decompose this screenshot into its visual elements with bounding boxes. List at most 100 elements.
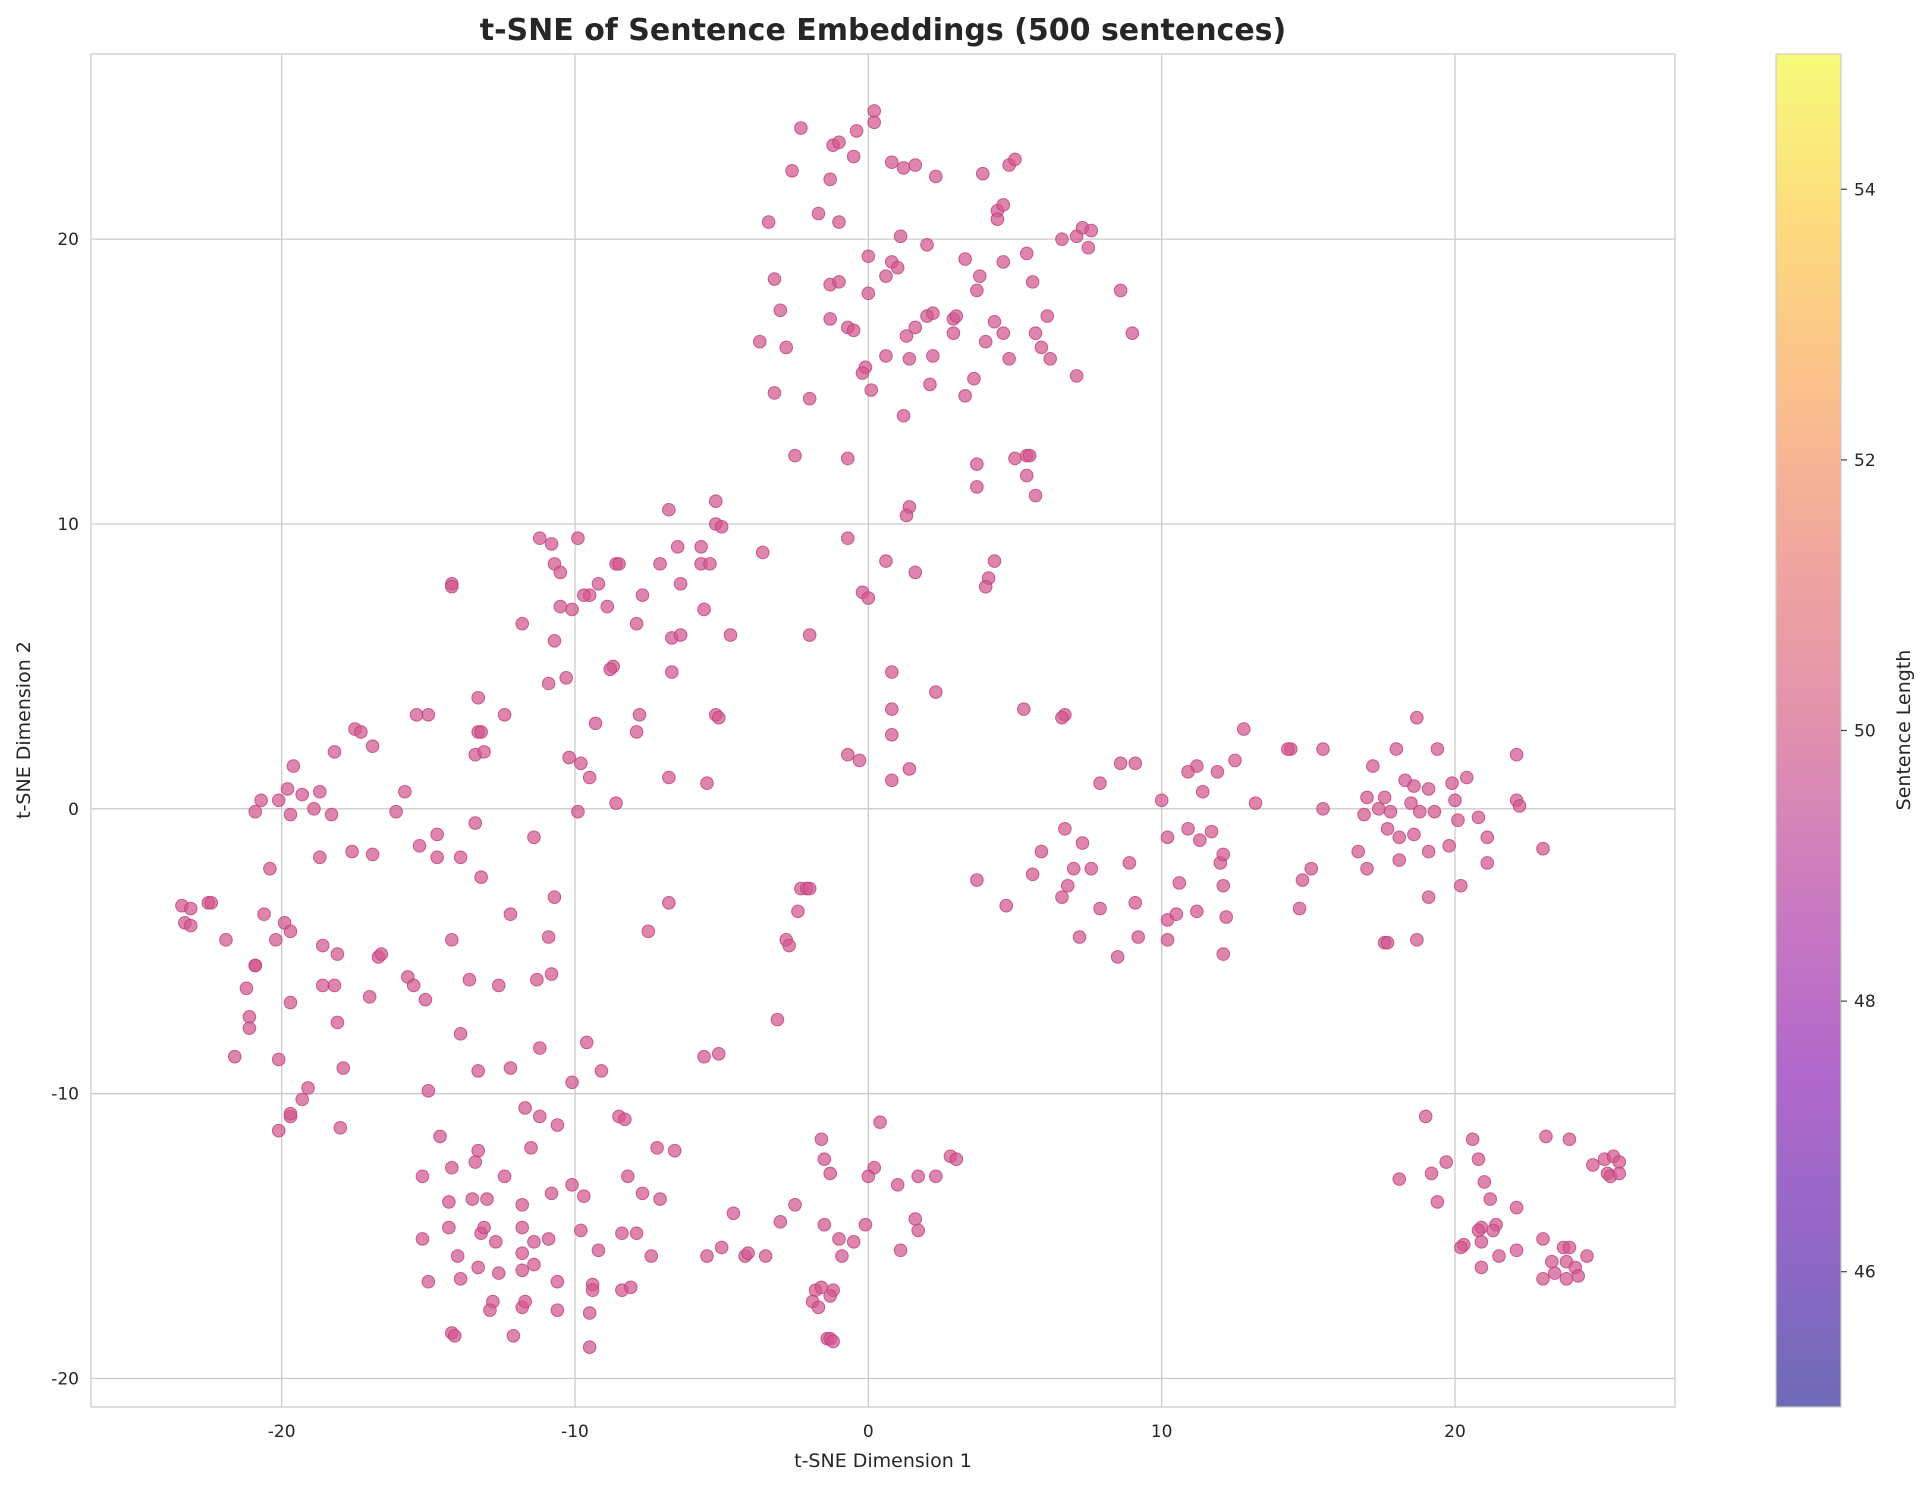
data-point [541,676,556,691]
data-point [1536,841,1550,856]
x-tick-labels: -20 -10 0 10 20 [268,1422,1466,1442]
data-point [1008,152,1022,167]
data-point [1562,1240,1577,1255]
data-point [1160,830,1175,845]
data-point [802,881,817,896]
data-point [653,557,667,571]
data-point [1371,802,1386,816]
data-point [697,1049,711,1064]
data-point [826,1334,840,1349]
data-point [697,602,711,617]
data-point [283,995,298,1010]
data-point [832,1232,846,1246]
data-point [703,557,717,571]
data-point [1216,878,1231,893]
data-point [547,633,562,648]
data-point [885,702,899,716]
data-point [313,784,327,799]
data-point [518,1101,532,1115]
data-point [832,135,846,150]
data-point [1360,790,1374,805]
data-point [973,269,987,283]
data-point [1421,782,1436,796]
data-point [471,1143,486,1158]
data-point [295,787,310,802]
data-point [374,947,389,961]
data-point [550,1118,565,1132]
data-point [779,340,794,355]
x-tick-label: 10 [1151,1422,1173,1442]
data-point [453,1027,468,1041]
data-point [1022,448,1037,463]
data-point [618,1112,632,1127]
data-point [1292,901,1307,916]
data-point [1210,765,1225,779]
data-point [574,756,588,771]
data-point [1483,1192,1497,1206]
data-point [1008,451,1022,466]
data-point [571,804,585,819]
data-point [1034,844,1049,859]
data-point [1190,904,1204,919]
data-point [1084,223,1099,238]
data-point [970,283,984,298]
data-point [885,727,899,742]
data-point [271,1052,286,1067]
data-point [885,155,899,170]
data-point [1539,1129,1553,1144]
data-point [902,351,917,366]
data-point [533,1041,547,1055]
data-point [1571,1269,1585,1283]
data-point [398,784,412,799]
data-point [515,1197,530,1212]
data-point [832,275,846,289]
data-point [673,628,688,642]
data-point [958,389,972,403]
data-point [1471,1152,1486,1166]
data-point [1480,856,1495,870]
data-point [1465,1132,1480,1147]
data-point [530,972,544,987]
data-point [421,708,436,722]
data-point [832,215,846,229]
data-point [503,907,518,922]
data-point [811,1300,826,1315]
data-point [562,750,576,765]
data-point [421,1084,436,1098]
data-point [911,1223,926,1238]
data-point [585,1283,600,1298]
data-point [527,1257,541,1272]
data-point [1081,240,1096,255]
data-point [1380,935,1395,950]
data-point [726,1206,741,1221]
data-point [926,349,940,363]
data-point [1413,804,1427,819]
data-point [852,753,867,768]
data-point [324,807,339,822]
colorbar-tick-label: 46 [1854,1263,1876,1283]
data-point [714,1240,729,1255]
data-point [280,782,295,796]
data-point [1093,901,1107,916]
data-point [665,665,679,679]
data-point [1424,1166,1439,1181]
data-point [788,1197,802,1212]
data-point [1536,1232,1550,1246]
data-point [1357,807,1371,822]
data-point [1492,1249,1506,1263]
data-point [468,1155,483,1169]
data-point [1392,853,1407,867]
data-point [242,1009,257,1024]
data-point [1430,1195,1445,1209]
data-point [867,115,882,130]
data-point [1547,1266,1562,1280]
data-point [1128,896,1143,910]
data-point [996,255,1011,269]
data-point [1612,1166,1627,1181]
data-point [1454,878,1468,893]
data-point [1430,742,1445,756]
data-point [565,1075,579,1090]
data-point [591,577,606,591]
data-point [767,272,782,286]
data-point [711,1046,726,1061]
